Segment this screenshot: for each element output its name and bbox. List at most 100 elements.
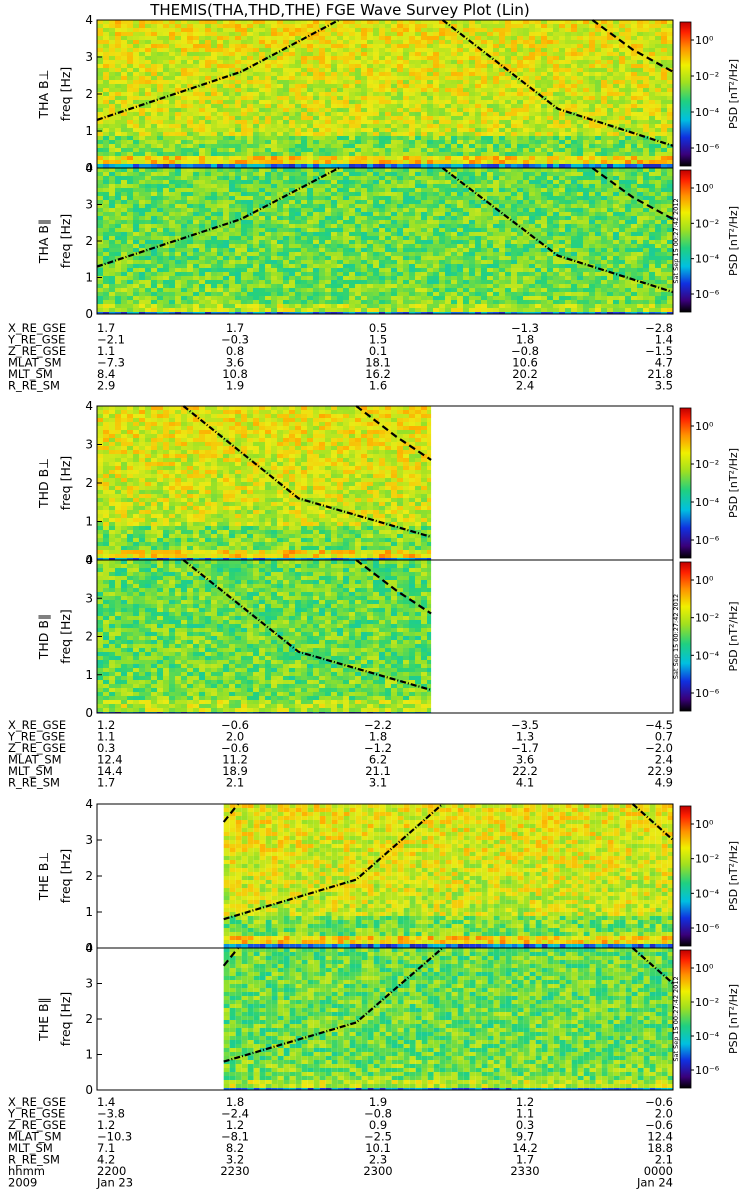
colorbar-gradient — [679, 169, 692, 313]
time-tick-label: 2330 — [510, 1164, 539, 1178]
ephemeris-value: −2.0 — [645, 741, 673, 755]
ephemeris-value: −0.6 — [645, 1095, 673, 1109]
freq-axis-label: freq [Hz] — [58, 456, 73, 511]
ephemeris-value: 3.6 — [516, 753, 534, 767]
time-axis-labels: hhmm 2200 2230 2300 2330 0000 2009 Jan 23 Jan 24 — [8, 1164, 673, 1190]
ephemeris-value: −2.5 — [364, 1130, 392, 1144]
ephemeris-value: 11.2 — [222, 753, 248, 767]
colorbar: 10⁰ 10⁻² 10⁻⁴ 10⁻⁶ PSD [nT²/Hz] Sat Sep 15 00… — [672, 949, 740, 1089]
ephemeris-value: 4.9 — [655, 776, 673, 790]
ephemeris-value: −0.6 — [221, 718, 249, 732]
ephemeris-value: 0.3 — [97, 741, 115, 755]
time-tick-label: 2300 — [363, 1164, 392, 1178]
frequency-curve-0 — [182, 405, 432, 538]
ephemeris-value: −2.2 — [364, 718, 392, 732]
heatmap — [97, 168, 673, 314]
colorbar-gradient — [679, 407, 692, 559]
ephemeris-value: 1.4 — [655, 333, 673, 347]
ephemeris-value: 0.1 — [369, 344, 387, 358]
ephemeris-value: 2.4 — [516, 379, 534, 393]
ephemeris-row-label: Y_RE_GSE — [7, 1107, 65, 1121]
spectrogram-panel-tha-1: 0 1 2 3 4 THA B∥ freq [Hz] 10⁰ 10⁻² 10⁻⁴ 10⁻⁶ PSD [… — [36, 161, 740, 321]
colorbar: 10⁰ 10⁻² 10⁻⁴ 10⁻⁶ PSD [nT²/Hz] — [679, 21, 740, 167]
frequency-curve-2 — [631, 947, 674, 985]
ephemeris-row-label: MLT_SM — [8, 1141, 53, 1155]
ephemeris-value: 1.2 — [516, 1095, 534, 1109]
ephemeris-value: −0.8 — [364, 1107, 392, 1121]
y-tick-label: 1 — [85, 124, 93, 138]
ephemeris-value: 1.1 — [516, 1107, 534, 1121]
ephemeris-value: 1.7 — [97, 776, 115, 790]
ephemeris-value: 9.7 — [516, 1130, 534, 1144]
frequency-curve-1 — [223, 947, 444, 1063]
y-tick-label: 0 — [85, 307, 93, 321]
ephemeris-value: 0.9 — [369, 1118, 387, 1132]
y-tick-label: 4 — [85, 399, 93, 413]
ephemeris-value: 8.2 — [226, 1141, 244, 1155]
ephemeris-value: 2.0 — [655, 1107, 673, 1121]
time-tick-label: 2200 — [97, 1164, 126, 1178]
frequency-curve-1 — [355, 559, 432, 615]
ephemeris-value: 0.8 — [226, 344, 244, 358]
heatmap — [97, 560, 432, 713]
timestamp-stamp: Sat Sep 15 00:27:42 2012 — [672, 594, 680, 679]
ephemeris-value: 18.8 — [647, 1141, 673, 1155]
ephemeris-value: 12.4 — [97, 753, 123, 767]
colorbar-tick-label: 10⁻⁴ — [695, 649, 720, 662]
colorbar-tick-label: 10⁰ — [695, 34, 714, 47]
heatmap — [97, 20, 673, 168]
y-tick-label: 0 — [85, 1083, 93, 1097]
colorbar-label: PSD [nT²/Hz] — [727, 841, 740, 911]
ephemeris-value: 14.2 — [512, 1141, 538, 1155]
ephemeris-value: −3.8 — [97, 1107, 125, 1121]
frequency-curve-1 — [441, 167, 674, 294]
ephemeris-value: −1.3 — [511, 321, 539, 335]
ephemeris-value: 1.8 — [226, 1095, 244, 1109]
y-tick-label: 4 — [85, 13, 93, 27]
y-tick-label: 0 — [85, 706, 93, 720]
ephemeris-value: 4.7 — [655, 356, 673, 370]
ephemeris-value: 1.7 — [226, 321, 244, 335]
colorbar-tick-label: 10⁻² — [695, 612, 719, 625]
ephemeris-row-label: X_RE_GSE — [8, 1095, 66, 1109]
colorbar: 10⁰ 10⁻² 10⁻⁴ 10⁻⁶ PSD [nT²/Hz] Sat Sep 15 00… — [672, 169, 740, 313]
figure-title: THEMIS(THA,THD,THE) FGE Wave Survey Plot… — [149, 1, 530, 19]
y-tick-label: 3 — [85, 50, 93, 64]
colorbar-gradient — [679, 949, 692, 1089]
heatmap — [223, 804, 673, 948]
ephemeris-value: 10.8 — [222, 367, 248, 381]
ephemeris-row-label: MLAT_SM — [8, 753, 62, 767]
ephemeris-value: 1.7 — [516, 1153, 534, 1167]
colorbar-tick-label: 10⁻² — [695, 996, 719, 1009]
ephemeris-value: 0.3 — [516, 1118, 534, 1132]
panel-ylabel: THD B⊥ — [36, 458, 51, 509]
ephemeris-value: 1.2 — [97, 718, 115, 732]
ephemeris-value: 3.1 — [369, 776, 387, 790]
ephemeris-value: 7.1 — [97, 1141, 115, 1155]
ephemeris-value: 2.1 — [226, 776, 244, 790]
ephemeris-row-label: MLAT_SM — [8, 356, 62, 370]
ephemeris-value: 14.4 — [97, 764, 123, 778]
colorbar-tick-label: 10⁻⁶ — [695, 1064, 720, 1077]
ephemeris-value: 18.9 — [222, 764, 248, 778]
spectrogram-panel-the-4: 0 1 2 3 4 THE B⊥ freq [Hz] 10⁰ 10⁻² 10⁻⁴ 10⁻⁶ PSD [… — [36, 797, 740, 955]
panel-ylabel: THD B∥ — [36, 614, 51, 660]
ephemeris-value: 18.1 — [365, 356, 391, 370]
spectrogram-panel-tha-0: 0 1 2 3 4 THA B⊥ freq [Hz] 10⁰ 10⁻² 10⁻⁴ 10⁻⁶ PSD [… — [36, 13, 740, 175]
ephemeris-value: 1.2 — [226, 1118, 244, 1132]
y-tick-label: 1 — [85, 668, 93, 682]
freq-axis-label: freq [Hz] — [58, 992, 73, 1047]
y-tick-label: 1 — [85, 905, 93, 919]
ephemeris-value: 1.3 — [516, 730, 534, 744]
colorbar-tick-label: 10⁰ — [695, 818, 714, 831]
time-tick-label: 0000 — [644, 1164, 673, 1178]
colorbar-label: PSD [nT²/Hz] — [727, 601, 740, 671]
ephemeris-value: 3.5 — [655, 379, 673, 393]
colorbar-tick-label: 10⁻⁴ — [695, 887, 720, 900]
colorbar: 10⁰ 10⁻² 10⁻⁴ 10⁻⁶ PSD [nT²/Hz] — [679, 407, 740, 559]
ephemeris-row-label: R_RE_SM — [8, 1153, 60, 1167]
panel-ylabel: THE B∥ — [36, 997, 51, 1042]
ephemeris-value: 1.9 — [369, 1095, 387, 1109]
spectrogram-panel-thd-3: 0 1 2 3 4 THD B∥ freq [Hz] 10⁰ 10⁻² 10⁻⁴ 10⁻⁶ PSD [… — [36, 553, 740, 720]
